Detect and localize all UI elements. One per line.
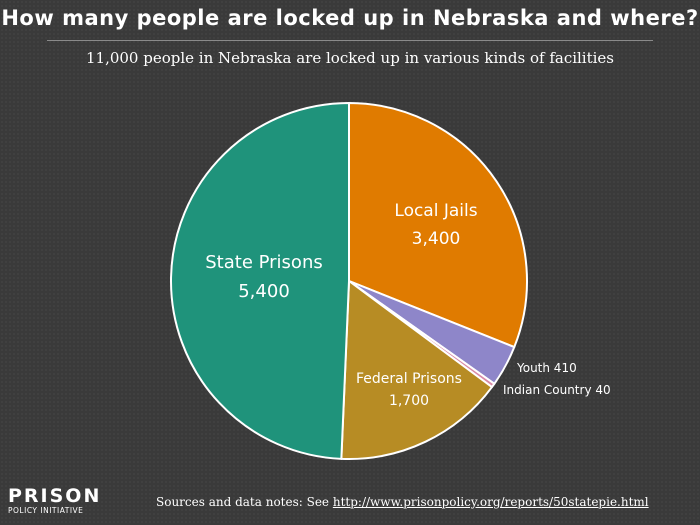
source-prefix: Sources and data notes: See (156, 495, 333, 509)
chart-subtitle: 11,000 people in Nebraska are locked up … (85, 49, 615, 67)
slice-label-federal-prisons: Federal Prisons 1,700 (356, 371, 462, 409)
slice-label-local-jails: Local Jails 3,400 (394, 201, 477, 249)
slice-label-state-prisons: State Prisons 5,400 (205, 252, 322, 302)
source-note: Sources and data notes: See http://www.p… (156, 495, 649, 509)
title-divider (47, 40, 653, 41)
pie-labels: Local Jails 3,400 Youth 410 Indian Country … (205, 201, 610, 409)
pie-slice-federal-prisons (340, 280, 493, 460)
pie-slice-state-prisons (170, 102, 350, 460)
slice-label-youth: Youth 410 (516, 361, 577, 375)
logo-line-2: POLICY INITIATIVE (8, 506, 84, 515)
slice-label-indian-country: Indian Country 40 (503, 383, 611, 397)
pie-slices (170, 102, 528, 460)
prison-policy-logo: PRISON POLICY INITIATIVE (8, 486, 101, 516)
chart-title: How many people are locked up in Nebrask… (1, 6, 699, 30)
source-link[interactable]: http://www.prisonpolicy.org/reports/50st… (332, 495, 649, 509)
logo-line-1: PRISON (8, 485, 102, 507)
pie-slice-local-jails (348, 102, 528, 349)
